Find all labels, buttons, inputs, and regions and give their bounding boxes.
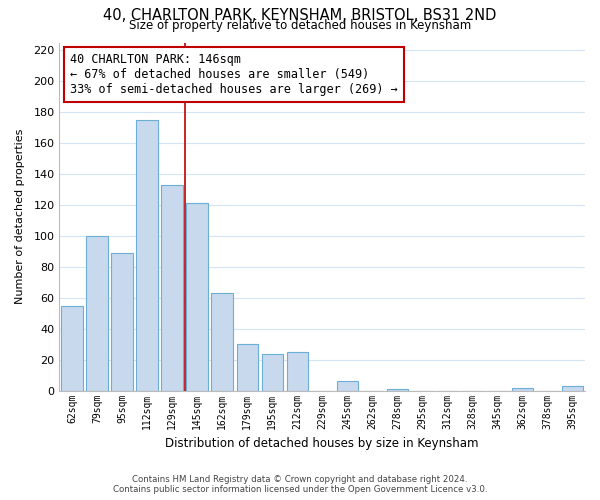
Bar <box>386 389 408 390</box>
Bar <box>161 185 182 390</box>
Bar <box>287 352 308 391</box>
Bar <box>337 382 358 390</box>
Y-axis label: Number of detached properties: Number of detached properties <box>15 129 25 304</box>
Bar <box>512 388 533 390</box>
Bar <box>187 204 208 390</box>
Bar <box>236 344 258 391</box>
Text: 40, CHARLTON PARK, KEYNSHAM, BRISTOL, BS31 2ND: 40, CHARLTON PARK, KEYNSHAM, BRISTOL, BS… <box>103 8 497 22</box>
Bar <box>262 354 283 391</box>
Text: 40 CHARLTON PARK: 146sqm
← 67% of detached houses are smaller (549)
33% of semi-: 40 CHARLTON PARK: 146sqm ← 67% of detach… <box>70 53 398 96</box>
Bar <box>562 386 583 390</box>
Text: Contains HM Land Registry data © Crown copyright and database right 2024.
Contai: Contains HM Land Registry data © Crown c… <box>113 474 487 494</box>
Bar <box>86 236 107 390</box>
Bar <box>136 120 158 390</box>
Bar <box>61 306 83 390</box>
Bar <box>211 293 233 390</box>
X-axis label: Distribution of detached houses by size in Keynsham: Distribution of detached houses by size … <box>166 437 479 450</box>
Bar <box>112 253 133 390</box>
Text: Size of property relative to detached houses in Keynsham: Size of property relative to detached ho… <box>129 18 471 32</box>
